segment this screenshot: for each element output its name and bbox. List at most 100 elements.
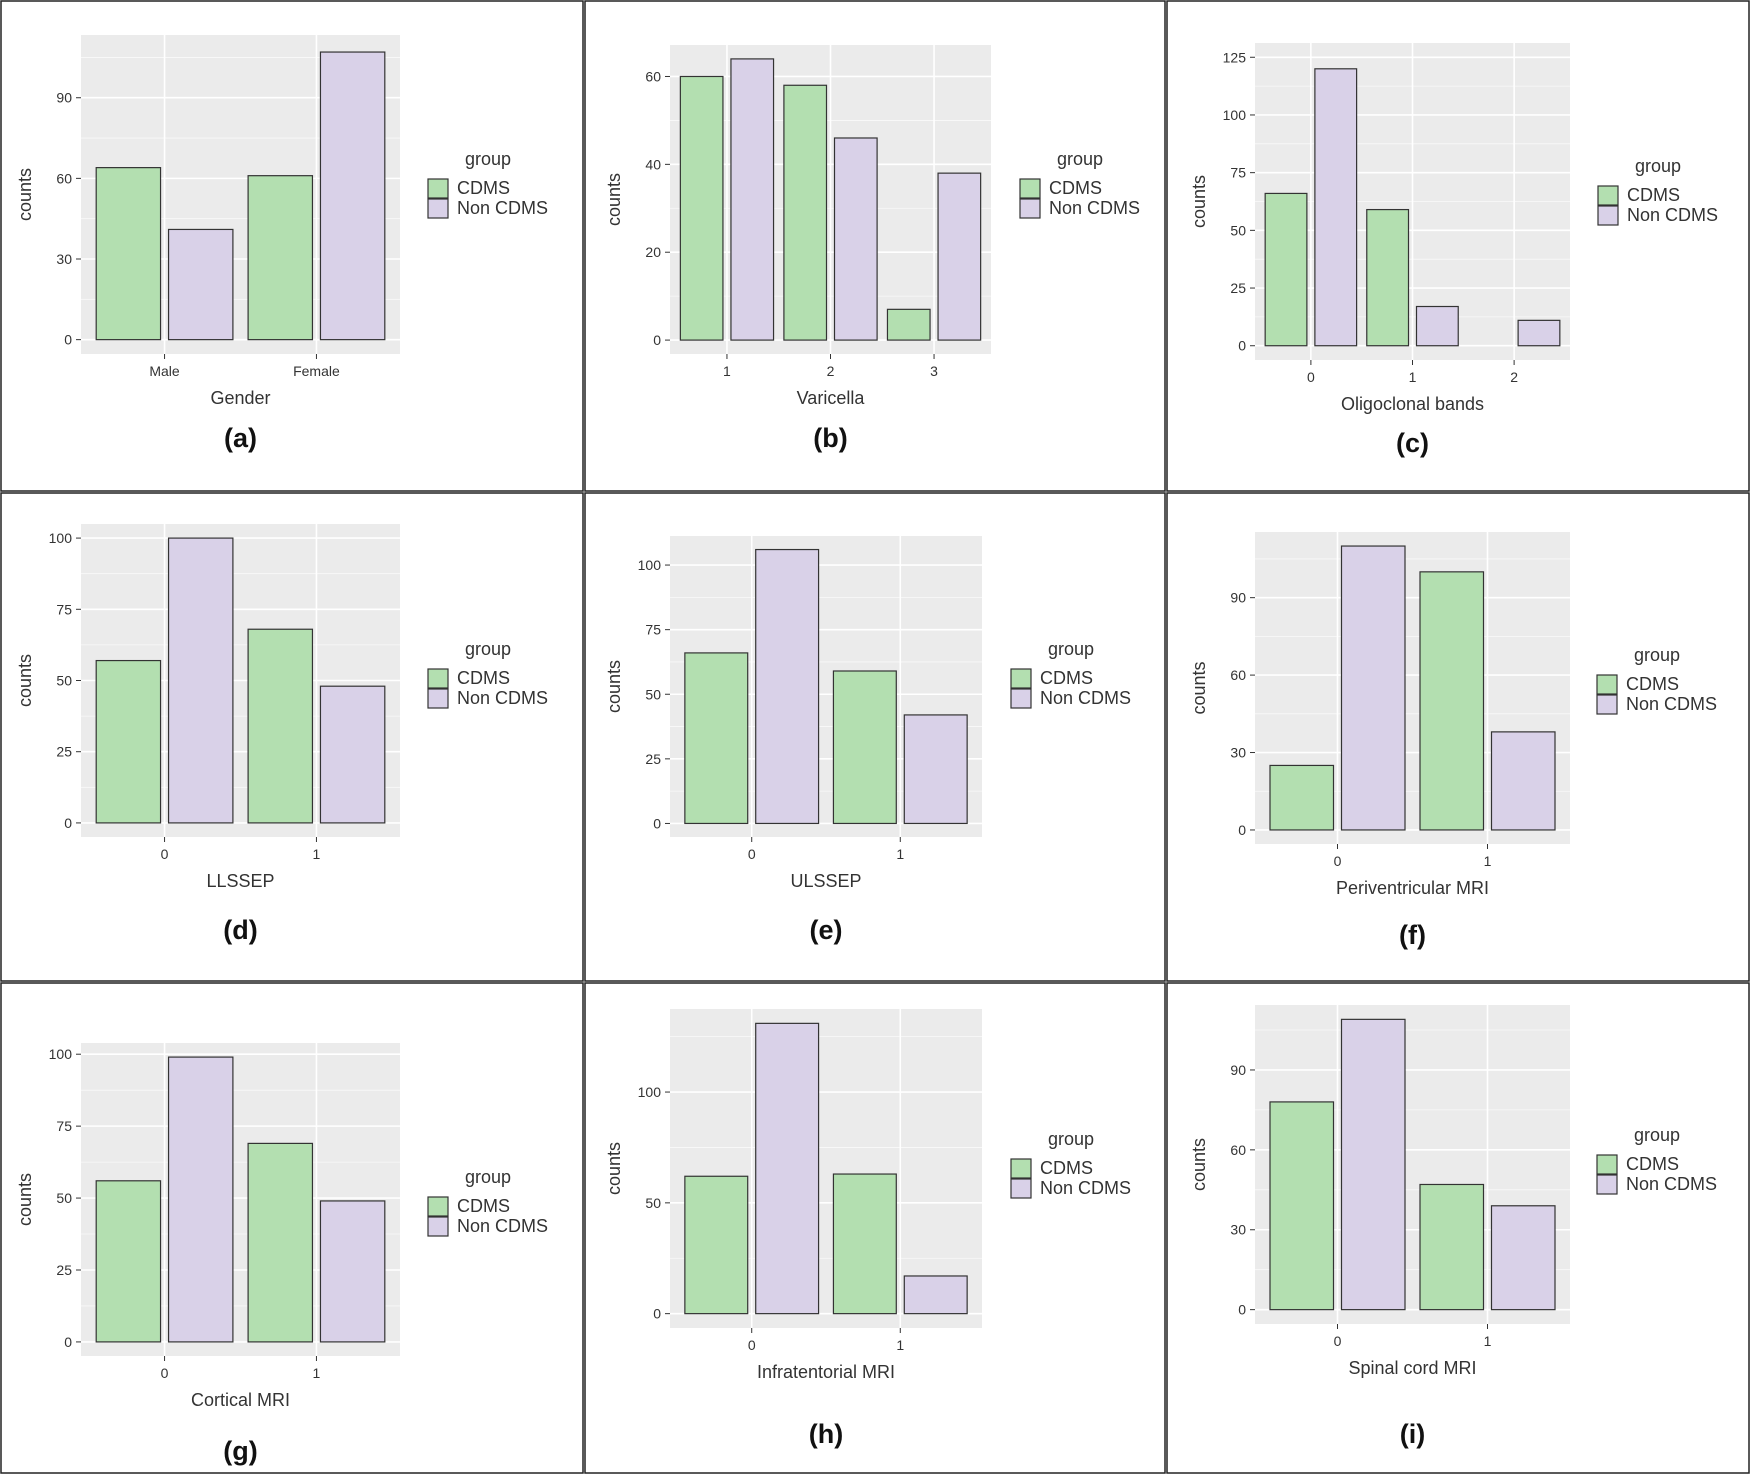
y-tick-label: 20 [645, 244, 661, 260]
legend-title: group [1057, 149, 1103, 169]
x-tick-label: 2 [1510, 369, 1518, 385]
legend-label: Non CDMS [1626, 1174, 1717, 1194]
legend-key-non-cdms [1010, 688, 1032, 709]
y-axis-title: counts [1189, 661, 1209, 714]
y-tick-label: 0 [64, 815, 72, 831]
y-axis-title: counts [604, 1142, 624, 1195]
chart-panel-e: 0 25 50 75 100 0 1 ULSSEP counts group CDMS Non CDM… [584, 492, 1166, 982]
legend-title: group [465, 149, 511, 169]
y-tick-label: 0 [1238, 822, 1246, 838]
bar-non-cdms [755, 1022, 820, 1315]
bar-non-cdms [1340, 1018, 1406, 1311]
x-axis-title: LLSSEP [206, 871, 274, 891]
legend-label: CDMS [1040, 1158, 1093, 1178]
y-tick-label: 50 [1230, 222, 1246, 238]
y-tick-label: 0 [653, 1306, 661, 1322]
x-tick-label: 1 [313, 846, 321, 862]
y-tick-label: 75 [56, 601, 72, 617]
y-tick-label: 75 [56, 1118, 72, 1134]
y-tick-label: 60 [1230, 1142, 1246, 1158]
x-tick-label: 0 [748, 1337, 756, 1353]
bar-non-cdms [167, 1056, 234, 1343]
bar-cdms [247, 1142, 314, 1343]
bar-non-cdms [319, 1200, 386, 1343]
y-tick-label: 60 [645, 68, 661, 84]
panel-label: (f) [1399, 920, 1426, 950]
y-tick-label: 0 [1238, 338, 1246, 354]
legend-key-cdms [1596, 1154, 1618, 1175]
x-tick-label: 1 [896, 846, 904, 862]
chart-panel-f: 0 30 60 90 0 1 Periventricular MRI counts group C… [1166, 492, 1750, 982]
bar-non-cdms [319, 51, 386, 341]
legend-key-cdms [1597, 185, 1619, 206]
panel-label: (c) [1396, 428, 1429, 458]
x-axis-title: Varicella [797, 388, 866, 408]
y-tick-label: 75 [1230, 165, 1246, 181]
legend-key-cdms [427, 1196, 449, 1217]
chart-panel-d: 0 25 50 75 100 0 1 LLSSEP counts group CDMS Non CDM… [0, 492, 584, 982]
y-tick-label: 50 [645, 1195, 661, 1211]
panel-frame [1166, 982, 1750, 1474]
bar-non-cdms [1415, 305, 1459, 347]
legend-label: CDMS [457, 1196, 510, 1216]
bar-cdms [1419, 1183, 1485, 1311]
x-axis-title: Cortical MRI [191, 1390, 290, 1410]
bar-cdms [95, 1180, 162, 1343]
x-tick-label: 1 [1409, 369, 1417, 385]
panel-frame [584, 492, 1166, 982]
panel-frame [584, 982, 1166, 1474]
y-tick-label: 50 [645, 686, 661, 702]
y-tick-label: 0 [653, 815, 661, 831]
y-tick-label: 100 [638, 1084, 662, 1100]
y-tick-label: 0 [64, 1334, 72, 1350]
y-tick-label: 100 [49, 1046, 73, 1062]
legend-key-non-cdms [1597, 205, 1619, 226]
y-axis-title: counts [604, 173, 624, 226]
y-tick-label: 30 [1230, 745, 1246, 761]
y-tick-label: 50 [56, 1190, 72, 1206]
panel-frame [0, 492, 584, 982]
y-axis-title: counts [1189, 1138, 1209, 1191]
x-tick-label: 1 [1484, 1333, 1492, 1349]
x-tick-label: 0 [161, 1365, 169, 1381]
legend-label: Non CDMS [457, 198, 548, 218]
legend-label: CDMS [1049, 178, 1102, 198]
bar-cdms [95, 659, 162, 824]
bar-non-cdms [1517, 319, 1561, 347]
bar-non-cdms [903, 1275, 968, 1315]
panel-label: (g) [223, 1436, 257, 1466]
bar-non-cdms [833, 137, 878, 341]
legend-label: Non CDMS [1040, 1178, 1131, 1198]
y-tick-label: 90 [56, 90, 72, 106]
legend-label: Non CDMS [457, 688, 548, 708]
legend-label: Non CDMS [1627, 205, 1718, 225]
legend-label: CDMS [1626, 1154, 1679, 1174]
panel-label: (h) [809, 1419, 843, 1449]
bar-non-cdms [1340, 545, 1406, 831]
bar-non-cdms [167, 537, 234, 824]
y-tick-label: 25 [56, 744, 72, 760]
legend-label: CDMS [1627, 185, 1680, 205]
y-tick-label: 125 [1223, 49, 1247, 65]
bar-non-cdms [755, 548, 820, 825]
x-tick-label: 1 [1484, 853, 1492, 869]
chart-panel-g: 0 25 50 75 100 0 1 Cortical MRI counts group CDMS N… [0, 982, 584, 1474]
y-tick-label: 25 [56, 1262, 72, 1278]
bar-cdms [1269, 1101, 1335, 1311]
y-axis-title: counts [15, 168, 35, 221]
chart-panel-b: 0 20 40 60 1 2 3 Varicella counts group CDMS Non CD… [584, 0, 1166, 492]
legend-key-non-cdms [427, 198, 449, 219]
y-axis-title: counts [604, 660, 624, 713]
legend-key-cdms [1010, 1158, 1032, 1179]
chart-panel-c: 0 25 50 75 100 125 0 1 2 Oligoclonal bands counts g… [1166, 0, 1750, 492]
panel-frame [0, 0, 584, 492]
legend-key-cdms [427, 668, 449, 689]
bar-cdms [679, 75, 724, 341]
legend-key-non-cdms [1596, 1174, 1618, 1195]
y-axis-title: counts [15, 654, 35, 707]
legend-label: Non CDMS [1049, 198, 1140, 218]
legend-title: group [465, 639, 511, 659]
